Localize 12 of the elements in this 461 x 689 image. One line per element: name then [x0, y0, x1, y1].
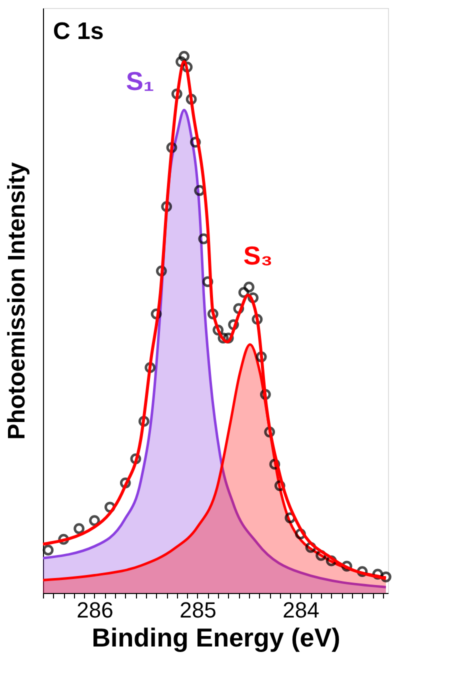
x-tick-label: 286	[76, 598, 114, 622]
point	[178, 50, 190, 62]
series-label: S₁	[126, 66, 154, 96]
text: C 1s	[53, 18, 104, 45]
x-axis-title: Binding Energy (eV)	[92, 622, 340, 652]
point	[244, 282, 254, 293]
text: S₃	[243, 240, 273, 271]
point	[42, 544, 54, 556]
x-tick-label: 284	[282, 598, 320, 622]
x-tick-label: 285	[180, 598, 216, 622]
point	[74, 523, 84, 534]
y-axis-title: Photoemission Intensity	[4, 162, 30, 440]
